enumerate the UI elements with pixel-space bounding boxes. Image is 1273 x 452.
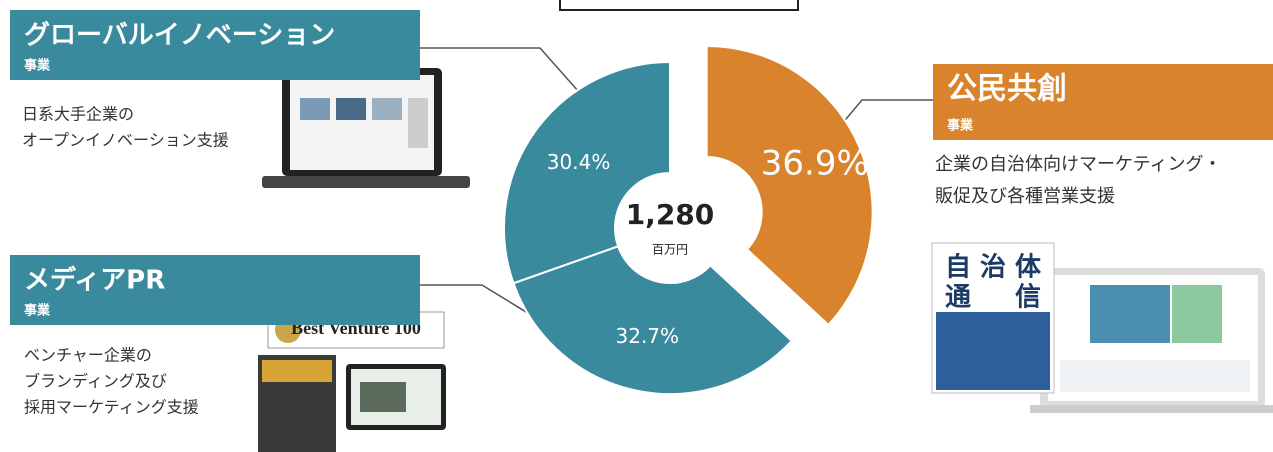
- panel-subtitle: 事業: [24, 58, 51, 74]
- panel-description: 販促及び各種営業支援: [935, 186, 1115, 207]
- value-label: 36.9%: [761, 143, 869, 183]
- panel-description: オープンイノベーション支援: [22, 131, 229, 150]
- publication-illustration: 自 治 体 通 信: [932, 243, 1273, 413]
- panel-title: 公民共創: [947, 72, 1067, 107]
- panel-subtitle: 事業: [24, 303, 51, 319]
- svg-text:自 治 体: 自 治 体: [945, 252, 1042, 283]
- total-unit: 百万円: [652, 243, 688, 257]
- value-label: 30.4%: [547, 150, 611, 174]
- panel-description: ベンチャー企業の: [24, 346, 152, 365]
- value-label: 32.7%: [616, 324, 680, 348]
- svg-text:通 信: 通 信: [945, 283, 1041, 313]
- top-frame: [560, 0, 798, 10]
- panel-title: メディアPR: [24, 265, 165, 296]
- panel-subtitle: 事業: [947, 118, 974, 134]
- panel-title: グローバルイノベーション: [24, 21, 335, 51]
- donut-segment: [707, 46, 873, 325]
- infographic: Best Venture 100 自 治 体 通 信 36.9%32.7%30.…: [0, 0, 1273, 452]
- panel-description: 日系大手企業の: [22, 105, 134, 124]
- panel-description: 採用マーケティング支援: [24, 398, 199, 417]
- panel-description: 企業の自治体向けマーケティング・: [935, 154, 1222, 175]
- laptop-illustration: [262, 68, 470, 188]
- donut-chart: 36.9% 32.7% 30.4% 1,280 百万円: [504, 46, 873, 394]
- total-value: 1,280: [626, 198, 715, 231]
- panel-description: ブランディング及び: [24, 372, 167, 391]
